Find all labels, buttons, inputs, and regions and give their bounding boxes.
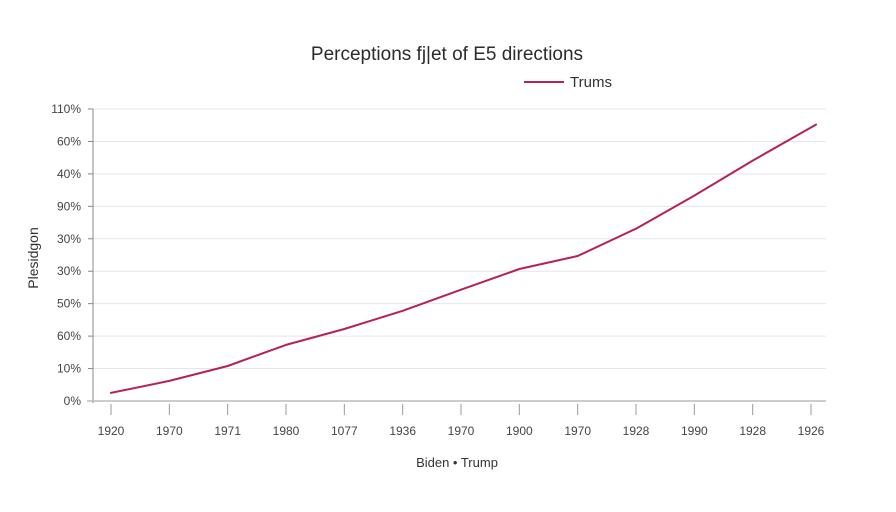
- legend: Trums: [524, 74, 612, 91]
- y-tick-label: 60%: [57, 329, 81, 343]
- y-axis: 0% 10% 60% 50% 30% 30% 90% 40% 60% 110%: [51, 102, 94, 408]
- gridlines: [93, 108, 826, 370]
- x-tick-label: 1970: [156, 424, 183, 438]
- y-axis-title: Plesidgon: [25, 227, 41, 289]
- x-tick-label: 1900: [506, 424, 533, 438]
- series-group: [110, 123, 817, 394]
- y-tick-label: 110%: [51, 102, 81, 116]
- x-tick-label: 1920: [98, 424, 125, 438]
- y-tick-label: 50%: [57, 297, 81, 311]
- x-tick-label: 1926: [798, 424, 825, 438]
- x-tick-label: 1928: [739, 424, 766, 438]
- y-tick-label: 90%: [57, 199, 81, 213]
- x-tick-label: 1928: [623, 424, 650, 438]
- x-tick-label: 1077: [331, 424, 358, 438]
- y-tick-label: 30%: [57, 232, 81, 246]
- y-tick-label: 0%: [64, 394, 82, 408]
- x-tick-label: 1980: [273, 424, 300, 438]
- x-tick-label: 1936: [389, 424, 416, 438]
- y-tick-label: 60%: [57, 134, 81, 148]
- x-axis-title: Biden • Trump: [416, 455, 498, 470]
- chart-title: Perceptions fj|et of E5 directions: [311, 44, 583, 65]
- x-tick-label: 1990: [681, 424, 708, 438]
- y-tick-label: 30%: [57, 264, 81, 278]
- x-tick-label: 1970: [564, 424, 591, 438]
- x-tick-label: 1971: [214, 424, 241, 438]
- series-line-trums: [110, 123, 817, 394]
- legend-label-trums: Trums: [570, 74, 612, 91]
- y-tick-label: 40%: [57, 167, 81, 181]
- x-tick-label: 1970: [448, 424, 475, 438]
- y-tick-label: 10%: [57, 362, 81, 376]
- x-axis: 1920 1970 1971 1980 1077 1936 1970 1900 1970 1928…: [87, 400, 826, 438]
